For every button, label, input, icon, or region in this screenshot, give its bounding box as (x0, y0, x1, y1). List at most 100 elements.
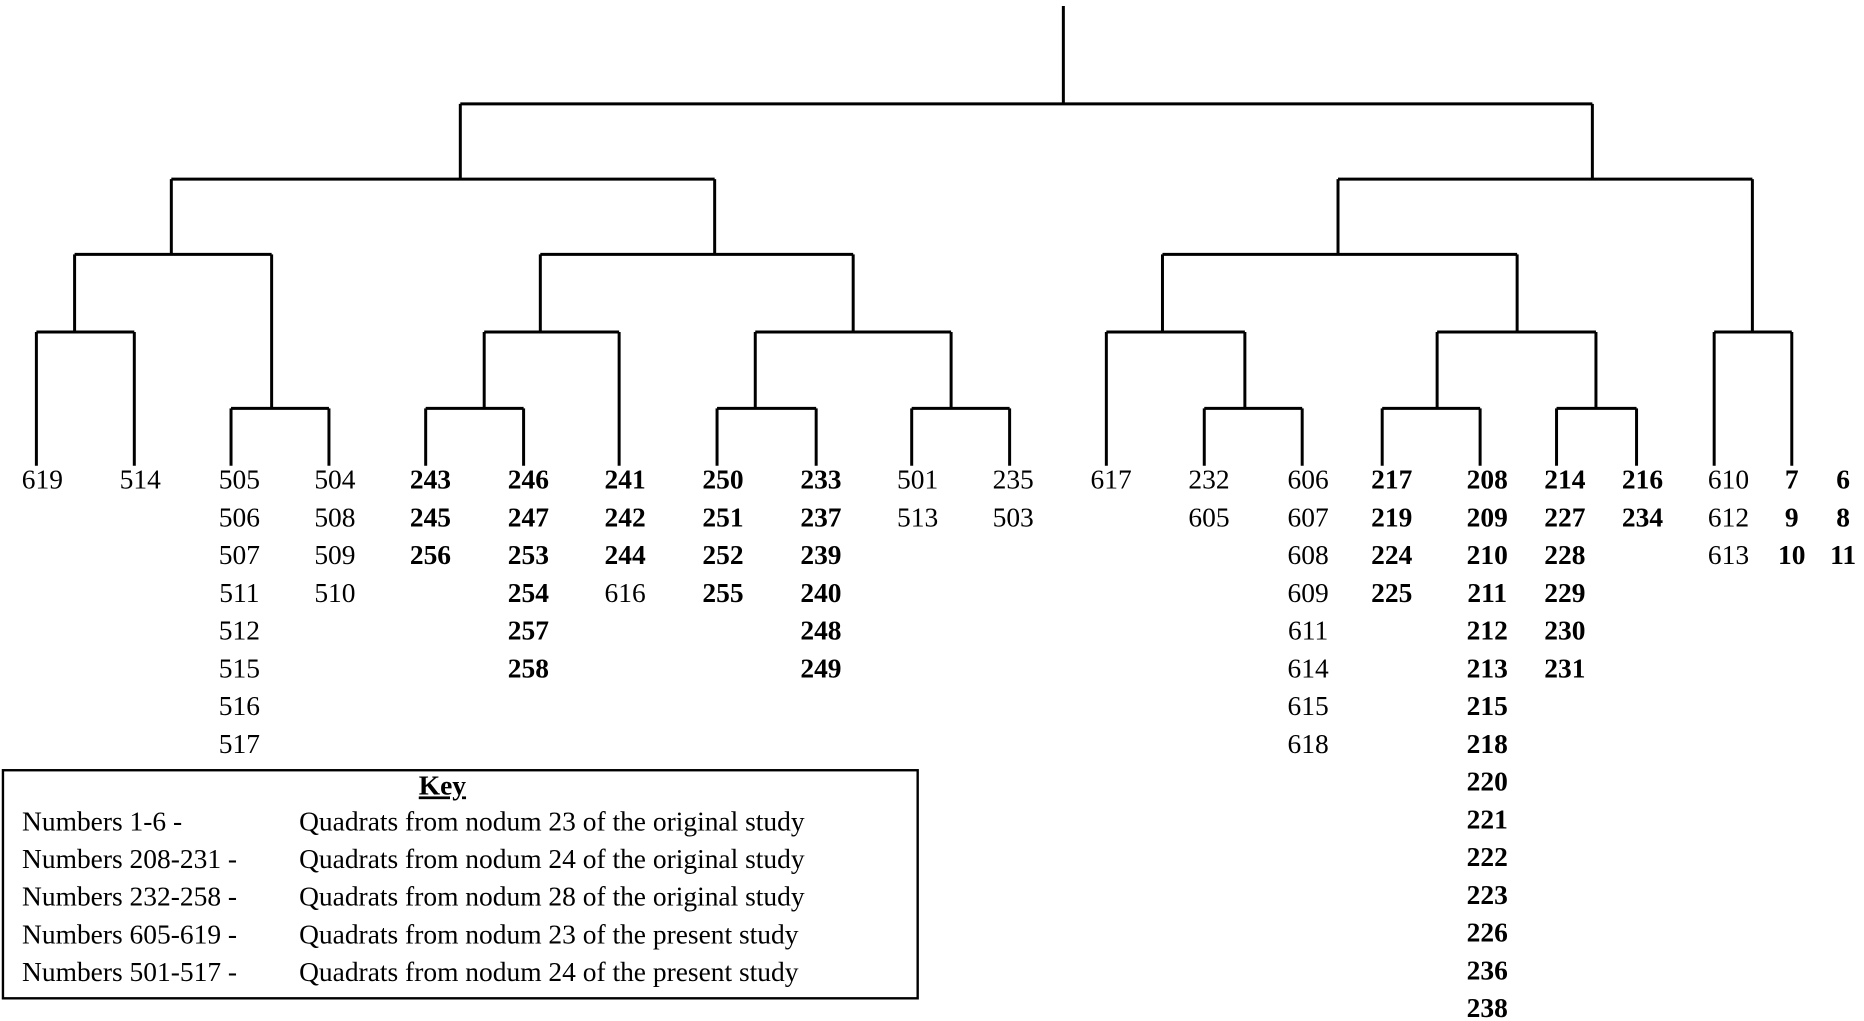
key-desc: Quadrats from nodum 24 of the present st… (299, 957, 799, 987)
leaf-label: 218 (1467, 729, 1508, 759)
leaf-label: 225 (1371, 578, 1412, 608)
leaf-label: 247 (508, 502, 549, 532)
leaf-label: 619 (22, 465, 63, 495)
leaf-label: 212 (1467, 616, 1508, 646)
leaf-label: 217 (1371, 465, 1412, 495)
leaf-label: 233 (800, 465, 841, 495)
leaf-label: 501 (897, 465, 938, 495)
leaf-label: 514 (120, 465, 161, 495)
leaf-label: 8 (1836, 502, 1850, 532)
leaf-label: 215 (1467, 691, 1508, 721)
leaf-label: 607 (1288, 502, 1329, 532)
leaf-label: 221 (1467, 804, 1508, 834)
leaf-label: 505 (219, 465, 260, 495)
leaf-label: 611 (1288, 616, 1328, 646)
key-desc: Quadrats from nodum 24 of the original s… (299, 844, 805, 874)
leaf-label: 511 (219, 578, 259, 608)
leaf-label: 618 (1288, 729, 1329, 759)
leaf-label: 7 (1785, 465, 1799, 495)
leaf-label: 610 (1708, 465, 1749, 495)
leaf-label: 244 (605, 540, 646, 570)
leaf-label: 220 (1467, 767, 1508, 797)
leaf-label: 605 (1188, 502, 1229, 532)
leaf-label: 222 (1467, 842, 1508, 872)
tree-lines (34, 5, 1794, 466)
leaf-label: 510 (314, 578, 355, 608)
leaf-label: 210 (1467, 540, 1508, 570)
leaf-label: 232 (1188, 465, 1229, 495)
leaf-label: 227 (1544, 502, 1585, 532)
key-desc: Quadrats from nodum 23 of the present st… (299, 919, 799, 949)
leaf-label: 253 (508, 540, 549, 570)
leaf-label: 224 (1371, 540, 1412, 570)
key-range: Numbers 501-517 - (22, 957, 237, 987)
leaf-label: 234 (1622, 502, 1663, 532)
leaf-label: 254 (508, 578, 549, 608)
leaf-label: 226 (1467, 918, 1508, 948)
leaf-label: 11 (1830, 540, 1856, 570)
leaf-label: 512 (219, 616, 260, 646)
leaf-label: 6 (1836, 465, 1850, 495)
leaf-label: 213 (1467, 653, 1508, 683)
leaf-label: 231 (1544, 653, 1585, 683)
key-range: Numbers 605-619 - (22, 919, 237, 949)
leaf-label: 606 (1288, 465, 1329, 495)
leaf-label: 228 (1544, 540, 1585, 570)
leaf-label: 614 (1288, 653, 1329, 683)
leaf-label: 214 (1544, 465, 1585, 495)
key-range: Numbers 208-231 - (22, 844, 237, 874)
leaf-label: 613 (1708, 540, 1749, 570)
leaf-label: 508 (314, 502, 355, 532)
leaf-label: 223 (1467, 880, 1508, 910)
leaf-label: 248 (800, 616, 841, 646)
leaf-label: 507 (219, 540, 260, 570)
leaf-label: 10 (1778, 540, 1805, 570)
leaf-label: 208 (1467, 465, 1508, 495)
leaf-label: 229 (1544, 578, 1585, 608)
leaf-label: 515 (219, 653, 260, 683)
leaf-label: 608 (1288, 540, 1329, 570)
leaf-label: 211 (1467, 578, 1507, 608)
leaf-label: 230 (1544, 616, 1585, 646)
leaf-label: 241 (605, 465, 646, 495)
leaf-label: 239 (800, 540, 841, 570)
leaf-label: 617 (1091, 465, 1132, 495)
leaf-label: 609 (1288, 578, 1329, 608)
leaf-label: 240 (800, 578, 841, 608)
leaf-label: 250 (702, 465, 743, 495)
leaf-label: 258 (508, 653, 549, 683)
leaf-label: 237 (800, 502, 841, 532)
leaf-label: 255 (702, 578, 743, 608)
leaf-label: 219 (1371, 502, 1412, 532)
leaf-label: 251 (702, 502, 743, 532)
leaf-label: 252 (702, 540, 743, 570)
leaf-label: 243 (410, 465, 451, 495)
leaf-label: 503 (993, 502, 1034, 532)
leaf-label: 517 (219, 729, 260, 759)
leaf-label: 236 (1467, 955, 1508, 985)
key-desc: Quadrats from nodum 28 of the original s… (299, 882, 805, 912)
leaf-label: 513 (897, 502, 938, 532)
leaf-label: 506 (219, 502, 260, 532)
leaf-label: 504 (314, 465, 355, 495)
key-box (1, 769, 919, 1000)
leaf-label: 257 (508, 616, 549, 646)
leaf-label: 216 (1622, 465, 1663, 495)
leaf-label: 245 (410, 502, 451, 532)
leaf-label: 509 (314, 540, 355, 570)
key-title: Key (419, 770, 467, 800)
leaf-label: 9 (1785, 502, 1799, 532)
leaf-label: 516 (219, 691, 260, 721)
leaf-label: 235 (993, 465, 1034, 495)
leaf-label: 616 (605, 578, 646, 608)
leaf-label: 246 (508, 465, 549, 495)
key-desc: Quadrats from nodum 23 of the original s… (299, 806, 805, 836)
leaf-label: 242 (605, 502, 646, 532)
key-range: Numbers 1-6 - (22, 806, 182, 836)
leaf-label: 238 (1467, 993, 1508, 1021)
leaf-label: 209 (1467, 502, 1508, 532)
leaf-label: 612 (1708, 502, 1749, 532)
leaf-label: 256 (410, 540, 451, 570)
leaf-label: 249 (800, 653, 841, 683)
